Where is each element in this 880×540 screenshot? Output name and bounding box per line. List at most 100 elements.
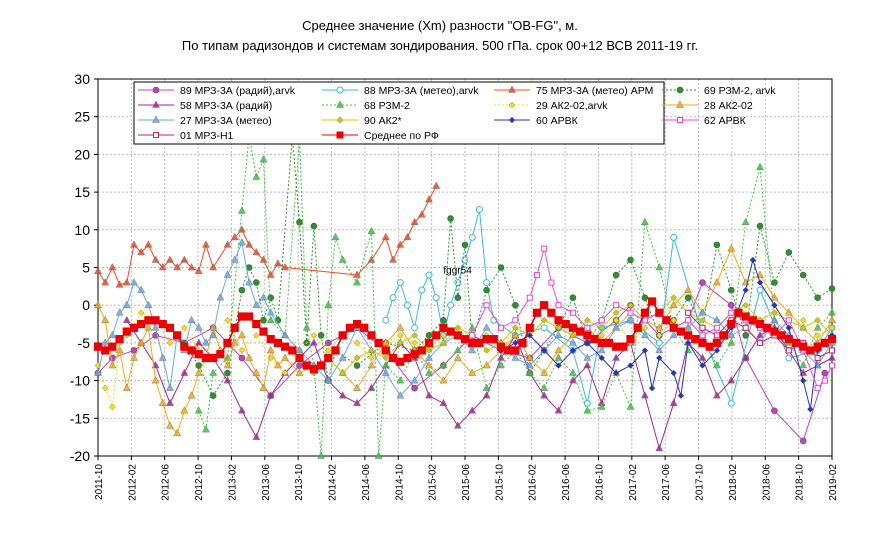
data-point [144, 300, 153, 308]
data-point [525, 368, 534, 376]
legend-item: 90 АК2* [322, 115, 402, 127]
data-point [281, 262, 290, 271]
data-point [712, 338, 721, 347]
data-point [756, 286, 764, 294]
data-point [518, 338, 527, 347]
data-point [324, 376, 333, 384]
data-point [648, 384, 656, 392]
data-point [526, 332, 534, 339]
legend-label: 28 АК2-02 [704, 100, 753, 112]
data-point [828, 315, 836, 324]
data-point [699, 362, 706, 369]
data-point [670, 233, 678, 241]
data-point [173, 262, 182, 271]
data-point [181, 324, 188, 332]
data-point [771, 301, 778, 309]
data-point [512, 324, 519, 332]
data-point [656, 354, 663, 362]
data-point [453, 331, 462, 340]
data-point [367, 331, 376, 340]
data-point [253, 332, 260, 339]
data-point [669, 323, 678, 332]
legend-label: 27 МРЗ-3А (метео) [180, 115, 272, 127]
data-point [331, 346, 340, 355]
data-point [525, 353, 534, 361]
data-point [468, 368, 477, 376]
data-point [252, 247, 261, 256]
data-point [561, 319, 570, 329]
data-point [569, 309, 576, 316]
data-point [641, 294, 649, 301]
data-point [194, 323, 203, 331]
data-point [238, 286, 246, 294]
data-point [288, 346, 297, 355]
data-point [828, 285, 836, 292]
data-point [656, 332, 663, 339]
data-point [799, 324, 807, 332]
data-point [770, 327, 779, 336]
data-point [453, 353, 462, 361]
data-point [187, 315, 196, 324]
data-point [699, 279, 706, 286]
data-point [791, 338, 801, 347]
data-point [252, 172, 261, 180]
data-point [137, 247, 146, 256]
data-point [260, 316, 267, 324]
y-tick-label: 10 [74, 222, 90, 238]
data-point [828, 324, 836, 332]
data-point [785, 317, 792, 324]
legend-item: 28 АК2-02 [662, 100, 753, 112]
data-point [540, 316, 548, 324]
x-tick-label: 2018-02 [728, 464, 739, 501]
data-point [821, 369, 829, 377]
data-point [508, 116, 516, 124]
data-point [685, 309, 692, 316]
data-point [508, 101, 516, 109]
legend-item: 29 АК2-02,arvk [494, 100, 608, 112]
data-point [813, 323, 822, 331]
data-point [712, 360, 721, 369]
data-point [187, 391, 196, 399]
data-point [345, 323, 354, 332]
data-point [432, 181, 441, 189]
data-point [483, 302, 490, 309]
data-point [655, 443, 664, 452]
data-point [418, 286, 426, 294]
data-point [655, 262, 664, 271]
data-point [454, 324, 462, 332]
data-point [324, 347, 332, 354]
data-point [541, 245, 548, 252]
data-point [152, 115, 160, 123]
legend-label: 69 РЗМ-2, arvk [704, 85, 776, 97]
data-point [280, 342, 290, 351]
data-point [137, 309, 145, 317]
data-point [317, 451, 325, 459]
data-point [676, 100, 684, 108]
data-point [130, 240, 138, 248]
data-point [612, 323, 621, 331]
data-point [425, 332, 433, 339]
data-point [814, 354, 821, 361]
data-point [122, 300, 131, 308]
data-point [526, 294, 533, 301]
y-tick-label: 5 [82, 260, 90, 276]
data-point [108, 330, 117, 339]
data-point [425, 368, 433, 376]
data-point [424, 338, 434, 347]
data-point [612, 271, 620, 279]
x-tick-label: 2011-10 [94, 464, 105, 500]
legend-label: 01 МРЗ-Н1 [180, 130, 234, 142]
data-point [548, 279, 555, 286]
data-point [224, 369, 231, 377]
data-point [353, 398, 361, 406]
series-5 [194, 131, 836, 459]
data-point [381, 346, 390, 355]
data-point [209, 262, 218, 271]
data-point [612, 316, 620, 324]
data-point [684, 294, 692, 301]
data-point [122, 315, 131, 324]
legend-label: 88 МРЗ-3А (метео),arvk [364, 85, 479, 97]
legend-label: 60 АРВК [536, 115, 579, 127]
data-point [411, 332, 418, 339]
